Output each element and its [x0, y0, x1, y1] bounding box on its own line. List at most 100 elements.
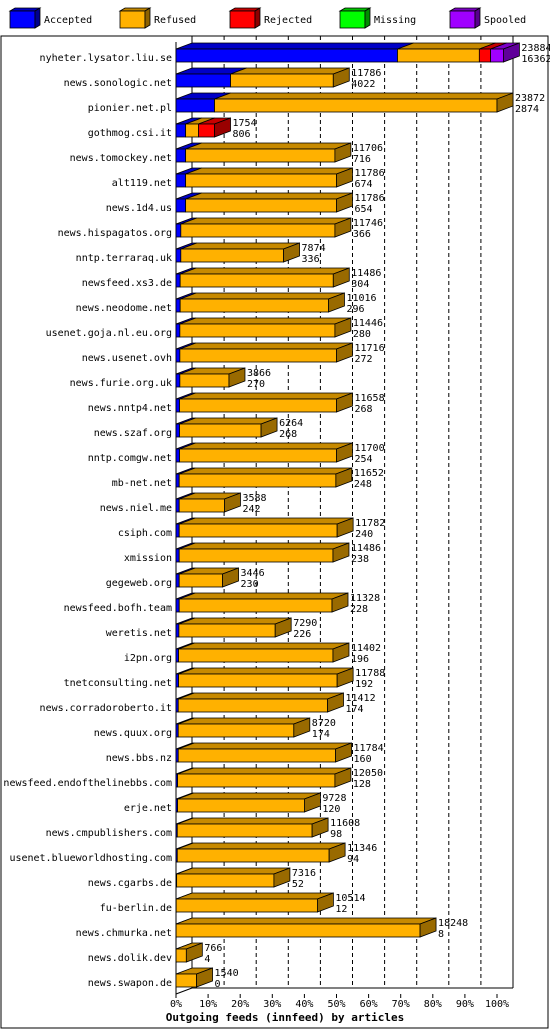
bar-top — [178, 692, 344, 700]
bar-face — [178, 473, 337, 488]
value-label-offered: 11786 — [355, 193, 385, 204]
value-label-accepted: 304 — [351, 279, 369, 290]
value-label-offered: 7874 — [302, 243, 326, 254]
bar-face — [175, 148, 187, 163]
bar-face — [478, 48, 491, 63]
bar-segment-accepted — [175, 42, 414, 63]
row-label: tnetconsulting.net — [64, 678, 172, 689]
bar-top — [179, 467, 352, 475]
bar-side — [335, 467, 353, 488]
bar-face — [175, 223, 182, 238]
bar-side — [334, 767, 352, 788]
bar-segment-refused — [176, 867, 291, 888]
bar-face — [230, 73, 334, 88]
bar-face — [214, 98, 498, 113]
value-label-offered: 23884 — [521, 43, 550, 54]
bar-top — [180, 242, 300, 250]
value-label-accepted: 94 — [347, 854, 359, 865]
legend-label: Refused — [154, 15, 196, 26]
legend-swatch — [339, 10, 366, 29]
legend-label: Rejected — [264, 15, 312, 26]
bar-segment-refused — [176, 842, 346, 863]
bar-side — [336, 167, 353, 188]
bar-face — [175, 73, 231, 88]
row-label: news.dolik.dev — [88, 953, 172, 964]
bar-face — [175, 498, 180, 513]
value-label-offered: 7316 — [292, 868, 316, 879]
row-label: nntp.comgw.net — [88, 453, 172, 464]
bar-segment-refused — [176, 817, 329, 838]
bar-side — [336, 342, 353, 363]
bar-face — [175, 323, 181, 338]
bar-face — [179, 423, 262, 438]
row-label: fu-berlin.de — [100, 903, 172, 914]
bar-face — [178, 573, 223, 588]
bar-side — [185, 942, 203, 963]
row-label: nntp.terraraq.uk — [76, 253, 172, 264]
bar-face — [175, 273, 181, 288]
value-label-accepted: 254 — [355, 454, 373, 465]
bar-row — [175, 967, 213, 988]
row-label: gegeweb.org — [106, 578, 172, 589]
value-label-accepted: 716 — [353, 154, 371, 165]
bar-row — [175, 842, 346, 863]
x-tick-label: 30% — [263, 999, 281, 1010]
x-tick-label: 10% — [199, 999, 217, 1010]
bar-segment-refused — [178, 467, 352, 488]
row-label: news.bbs.nz — [106, 753, 172, 764]
bar-face — [179, 323, 336, 338]
bar-row — [175, 567, 239, 588]
legend-item-missing: Missing — [338, 7, 416, 29]
x-tick-label: 40% — [295, 999, 313, 1010]
bar-face — [175, 423, 180, 438]
bar-top — [177, 767, 352, 775]
bar-top — [179, 342, 353, 350]
bar-face — [185, 198, 337, 213]
bar-face — [175, 123, 187, 138]
value-label-accepted: 806 — [233, 129, 251, 140]
row-label: news.1d4.us — [106, 203, 172, 214]
bar-segment-refused — [179, 317, 352, 338]
bar-face — [178, 673, 338, 688]
bar-top — [180, 217, 352, 225]
bar-segment-refused — [177, 717, 310, 738]
row-label: news.cgarbs.de — [88, 878, 172, 889]
row-label: alt119.net — [112, 178, 172, 189]
row-label: csiph.com — [118, 528, 172, 539]
row-label: i2pn.org — [124, 653, 172, 664]
bar-face — [175, 373, 181, 388]
bar-segment-refused — [180, 242, 300, 263]
plot-frame — [0, 35, 549, 1029]
x-tick-label: 70% — [392, 999, 410, 1010]
bar-side — [332, 267, 350, 288]
value-label-offered: 11328 — [350, 593, 380, 604]
bar-row — [175, 692, 344, 713]
row-label: weretis.net — [106, 628, 172, 639]
bar-face — [175, 173, 187, 188]
row-label: nyheter.lysator.liu.se — [40, 53, 172, 64]
bar-row — [175, 892, 334, 913]
bar-segment-refused — [175, 892, 334, 913]
x-axis: 0% 10% 20% 30% 40% 50% 60% 70% 80% 90% 100% — [170, 994, 509, 1010]
value-label-offered: 11486 — [351, 543, 381, 554]
bar-side — [293, 717, 311, 738]
bar-row — [175, 67, 350, 88]
bar-top — [180, 267, 350, 275]
bar-top — [178, 742, 352, 750]
bar-side — [332, 67, 350, 88]
bar-top — [175, 917, 437, 925]
bar-row — [175, 617, 292, 638]
bar-segment-refused — [179, 417, 278, 438]
bar-face — [198, 123, 215, 138]
legend-swatch-side — [144, 7, 151, 29]
bar-face — [185, 123, 199, 138]
row-label: xmission — [124, 553, 172, 564]
bar-side — [334, 217, 352, 238]
bar-face — [179, 373, 230, 388]
row-label: news.tomockey.net — [70, 153, 172, 164]
bar-side — [273, 867, 291, 888]
bar-row — [175, 292, 345, 313]
x-tick-label: 90% — [456, 999, 474, 1010]
value-label-offered: 10514 — [335, 893, 365, 904]
bar-face — [175, 198, 187, 213]
